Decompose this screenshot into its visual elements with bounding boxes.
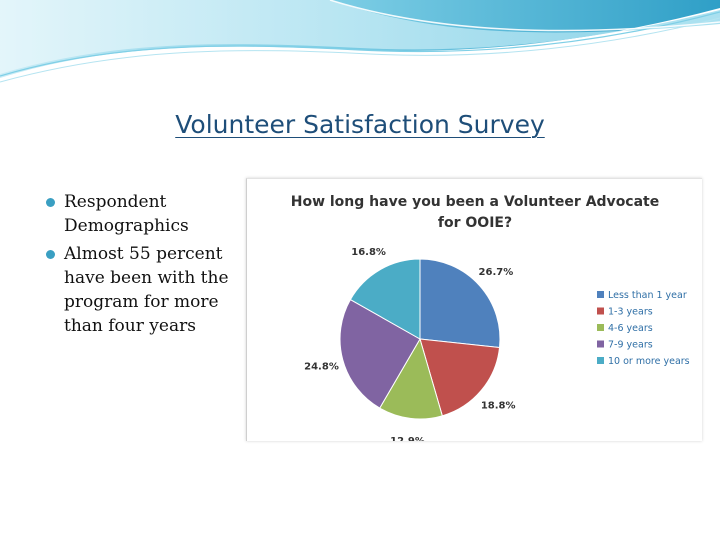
chart-title-line-1: How long have you been a Volunteer Advoc… <box>291 194 660 210</box>
legend-swatch-10-or-more-years <box>597 357 604 364</box>
legend-label-10-or-more-years: 10 or more years <box>608 356 690 367</box>
bullet-list: Respondent Demographics Almost 55 percen… <box>44 190 244 342</box>
data-label-less-than-1-year: 26.7% <box>479 267 514 278</box>
pie-slice-10-or-more-years <box>349 258 421 340</box>
legend-label-7-9-years: 7-9 years <box>608 340 653 351</box>
data-label-10-or-more-years: 16.8% <box>351 247 386 258</box>
data-label-7-9-years: 24.8% <box>304 362 339 373</box>
pie-chart: How long have you been a Volunteer Advoc… <box>291 194 690 441</box>
pie-slice-4-6-years <box>379 337 443 420</box>
legend-label-less-than-1-year: Less than 1 year <box>608 290 687 301</box>
data-label-4-6-years: 12.9% <box>390 436 425 441</box>
bullet-dot-icon <box>46 198 55 207</box>
data-label-1-3-years: 18.8% <box>481 401 516 412</box>
chart-title-line-2: for OOIE? <box>438 215 512 231</box>
slide-title: Volunteer Satisfaction Survey <box>175 110 545 139</box>
bullet-item: Almost 55 percent have been with the pro… <box>44 242 244 338</box>
legend-swatch-7-9-years <box>597 340 604 348</box>
legend-swatch-less-than-1-year <box>597 291 604 298</box>
legend-label-1-3-years: 1-3 years <box>608 307 653 318</box>
pie-chart-panel: How long have you been a Volunteer Advoc… <box>246 178 702 441</box>
legend-label-4-6-years: 4-6 years <box>608 323 653 334</box>
pie-slice-less-than-1-year <box>419 258 501 349</box>
pie-slice-1-3-years <box>419 338 501 417</box>
pie-slice-7-9-years <box>339 298 421 409</box>
bullet-text: Almost 55 percent have been with the pro… <box>64 244 229 336</box>
bullet-item: Respondent Demographics <box>44 190 244 238</box>
bullet-text: Respondent Demographics <box>64 192 189 236</box>
bullet-dot-icon <box>46 250 55 259</box>
legend-swatch-1-3-years <box>597 307 604 315</box>
legend-swatch-4-6-years <box>597 324 604 331</box>
header-wave-banner <box>0 0 720 83</box>
